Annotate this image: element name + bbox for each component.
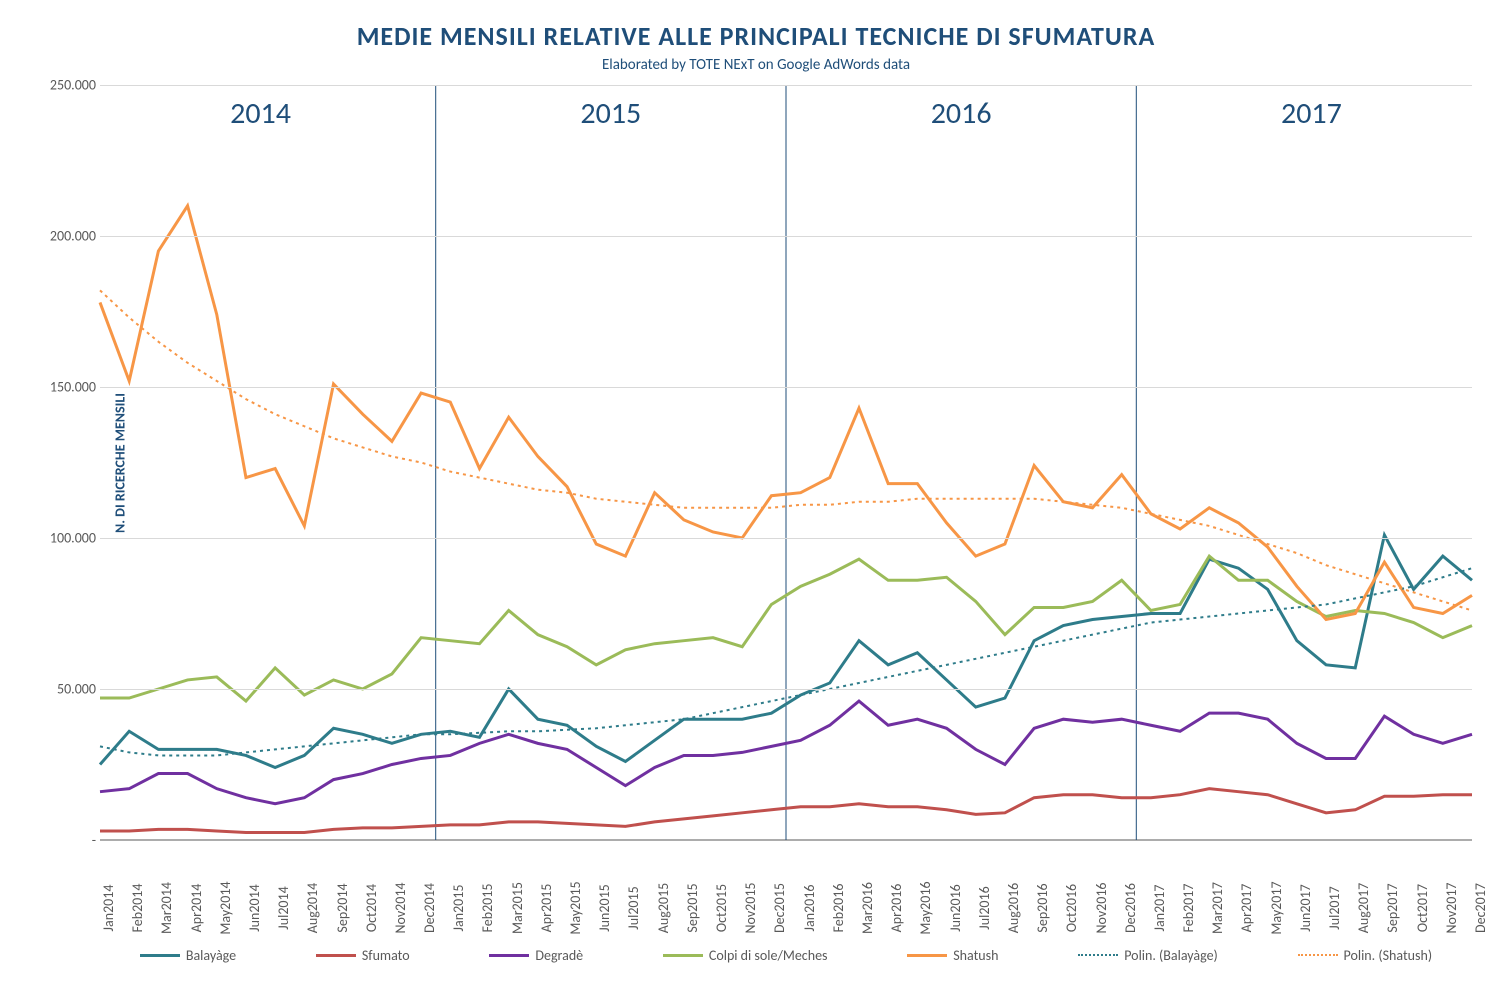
x-tick: May2017 (1268, 881, 1285, 934)
x-tick: Jun2016 (947, 884, 964, 932)
x-tick: Mar2017 (1209, 882, 1226, 934)
legend-label: Polin. (Balayàge) (1124, 947, 1218, 964)
legend: Balayàge Sfumato Degradè Colpi di sole/Mech… (100, 940, 1472, 970)
x-tick: Jul2014 (275, 886, 292, 929)
grid-line (100, 387, 1472, 388)
x-tick: Aug2017 (1355, 883, 1372, 933)
x-tick: Feb2017 (1180, 884, 1197, 933)
x-tick: Sep2016 (1034, 883, 1051, 932)
legend-label: Degradè (535, 947, 583, 964)
legend-swatch (1298, 954, 1338, 956)
legend-label: Balayàge (186, 947, 236, 964)
year-label: 2014 (230, 95, 291, 132)
legend-swatch (663, 954, 703, 957)
grid-line (100, 85, 1472, 86)
x-tick: Jan2017 (1151, 885, 1168, 932)
x-tick: Feb2014 (129, 884, 146, 933)
x-tick: May2015 (567, 881, 584, 934)
x-tick: Apr2015 (538, 884, 555, 933)
x-tick: Jan2016 (801, 885, 818, 932)
legend-swatch (140, 954, 180, 957)
x-tick: Mar2015 (509, 882, 526, 934)
x-tick: Jun2017 (1297, 884, 1314, 932)
y-tick: 50.000 (57, 681, 96, 698)
legend-item: Polin. (Balayàge) (1078, 947, 1218, 964)
y-axis: N. DI RICERCHE MENSILI -50.000100.000150… (40, 85, 100, 840)
legend-label: Sfumato (362, 947, 410, 964)
x-tick: May2014 (217, 881, 234, 934)
grid-line (100, 236, 1472, 237)
year-label: 2017 (1281, 95, 1342, 132)
plot-area: 2014 2015 2016 2017 (100, 85, 1472, 840)
x-tick: Dec2014 (421, 883, 438, 933)
x-tick: Jun2014 (246, 884, 263, 932)
x-tick: Sep2014 (334, 883, 351, 932)
x-tick: Oct2015 (713, 884, 730, 932)
year-label: 2015 (580, 95, 641, 132)
x-tick: Mar2016 (859, 882, 876, 934)
x-axis: Jan2014Feb2014Mar2014Apr2014May2014Jun20… (100, 840, 1472, 925)
legend-item: Balayàge (140, 947, 236, 964)
legend-item: Degradè (489, 947, 583, 964)
x-tick: Jun2015 (596, 884, 613, 932)
legend-label: Shatush (953, 947, 998, 964)
legend-label: Polin. (Shatush) (1344, 947, 1433, 964)
x-tick: Jul2016 (976, 886, 993, 929)
legend-item: Polin. (Shatush) (1298, 947, 1433, 964)
x-tick: Jan2014 (100, 885, 117, 932)
x-tick: Sep2017 (1384, 883, 1401, 932)
legend-item: Shatush (907, 947, 998, 964)
x-tick: Nov2016 (1093, 882, 1110, 933)
y-tick: 250.000 (50, 77, 96, 94)
grid-line (100, 689, 1472, 690)
y-tick: 150.000 (50, 379, 96, 396)
x-tick: Nov2014 (392, 882, 409, 933)
x-tick: Apr2017 (1238, 884, 1255, 933)
x-tick: Jan2015 (450, 885, 467, 932)
grid-line (100, 538, 1472, 539)
y-tick: 200.000 (50, 228, 96, 245)
x-tick: Feb2016 (830, 884, 847, 933)
x-tick: Dec2015 (771, 883, 788, 933)
x-tick: Oct2016 (1063, 884, 1080, 932)
chart-subtitle: Elaborated by TOTE NExT on Google AdWord… (30, 56, 1482, 74)
x-tick: Aug2015 (655, 883, 672, 933)
x-tick: Nov2017 (1443, 882, 1460, 933)
legend-swatch (489, 954, 529, 957)
x-tick: Sep2015 (684, 883, 701, 932)
year-label: 2016 (931, 95, 992, 132)
x-tick: Oct2014 (363, 884, 380, 932)
x-tick: May2016 (917, 881, 934, 934)
x-tick: Jul2017 (1326, 886, 1343, 929)
x-tick: Apr2014 (188, 884, 205, 933)
legend-swatch (907, 954, 947, 957)
legend-swatch (1078, 954, 1118, 956)
x-tick: Aug2014 (304, 883, 321, 933)
legend-item: Colpi di sole/Meches (663, 947, 828, 964)
chart-svg (100, 85, 1472, 840)
y-tick: - (92, 832, 96, 849)
y-tick: 100.000 (50, 530, 96, 547)
legend-label: Colpi di sole/Meches (709, 947, 828, 964)
legend-swatch (316, 954, 356, 957)
x-tick: Jul2015 (625, 886, 642, 929)
x-tick: Feb2015 (479, 884, 496, 933)
legend-item: Sfumato (316, 947, 410, 964)
chart-container: MEDIE MENSILI RELATIVE ALLE PRINCIPALI T… (0, 0, 1512, 985)
x-tick: Oct2017 (1414, 884, 1431, 932)
chart-title: MEDIE MENSILI RELATIVE ALLE PRINCIPALI T… (30, 20, 1482, 52)
x-tick: Dec2016 (1122, 883, 1139, 933)
x-tick: Nov2015 (742, 882, 759, 933)
x-tick: Mar2014 (158, 882, 175, 934)
x-tick: Apr2016 (888, 884, 905, 933)
x-tick: Aug2016 (1005, 883, 1022, 933)
x-tick: Dec2017 (1472, 883, 1489, 933)
